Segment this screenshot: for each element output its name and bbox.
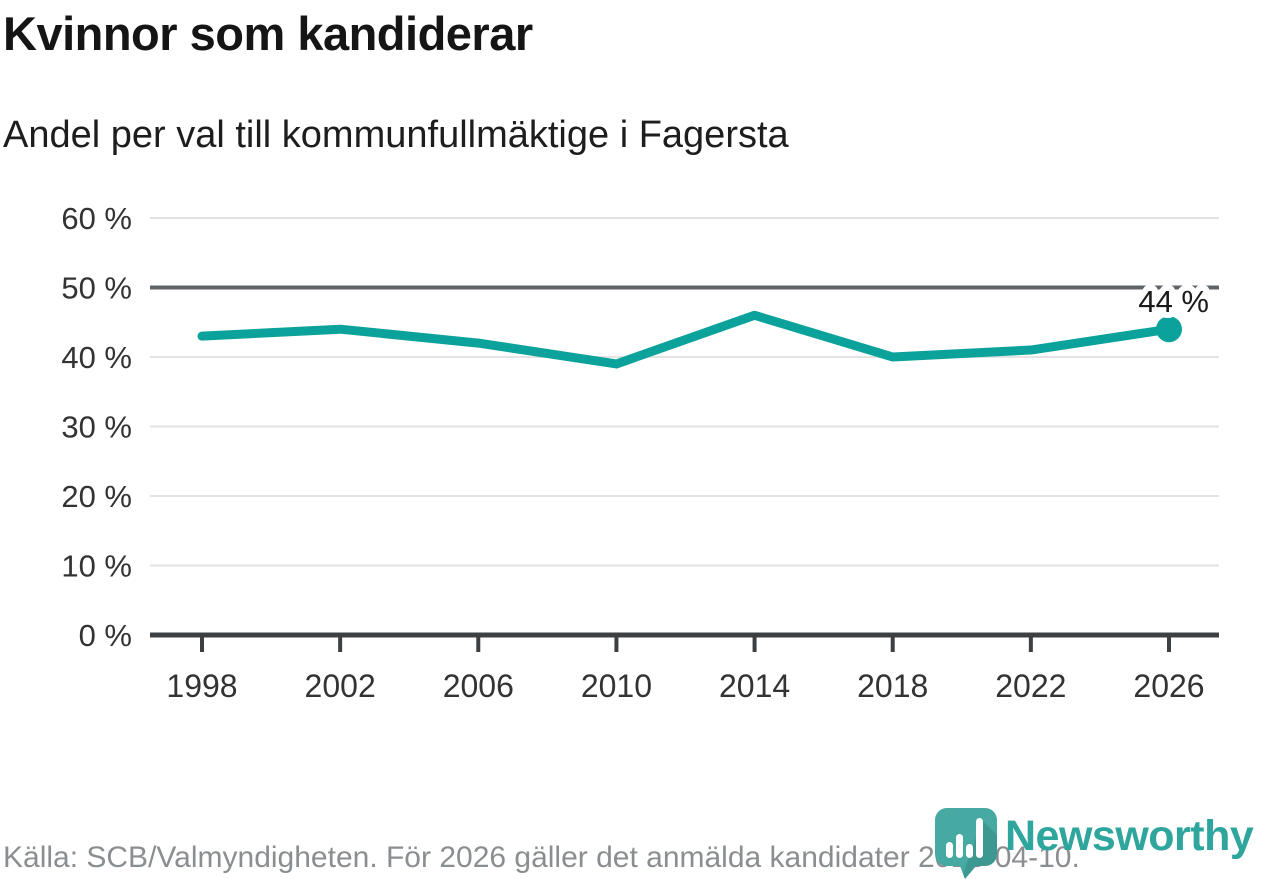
y-tick-label: 50 % — [61, 271, 132, 306]
x-tick-label: 1998 — [166, 668, 237, 704]
x-tick-label: 2002 — [305, 668, 376, 704]
end-point-dot — [1156, 316, 1182, 343]
data-line — [197, 310, 1174, 369]
y-tick-label: 30 % — [61, 410, 132, 445]
y-tick-label: 20 % — [61, 479, 132, 514]
y-tick-label: 40 % — [61, 340, 132, 375]
x-tick-label: 2006 — [443, 668, 514, 704]
newsworthy-pin-barchart-icon — [935, 808, 997, 879]
y-tick-label: 0 % — [79, 618, 132, 653]
source-note: Källa: SCB/Valmyndigheten. För 2026 gäll… — [3, 841, 1080, 874]
x-tick-label: 2018 — [857, 668, 928, 704]
newsworthy-logo: Newsworthy — [933, 806, 1262, 879]
x-tick-label: 2014 — [719, 668, 790, 704]
x-tick-label: 2010 — [581, 668, 652, 704]
chart-title: Kvinnor som kandiderar — [3, 7, 533, 60]
x-tick-label: 2022 — [995, 668, 1066, 704]
y-tick-label: 60 % — [61, 201, 132, 236]
y-tick-label: 10 % — [61, 549, 132, 584]
newsworthy-wordmark: Newsworthy — [1005, 812, 1254, 860]
end-point-label: 44 % — [1138, 284, 1209, 319]
x-tick-label: 2026 — [1133, 668, 1204, 704]
chart-subtitle: Andel per val till kommunfullmäktige i F… — [3, 114, 789, 156]
